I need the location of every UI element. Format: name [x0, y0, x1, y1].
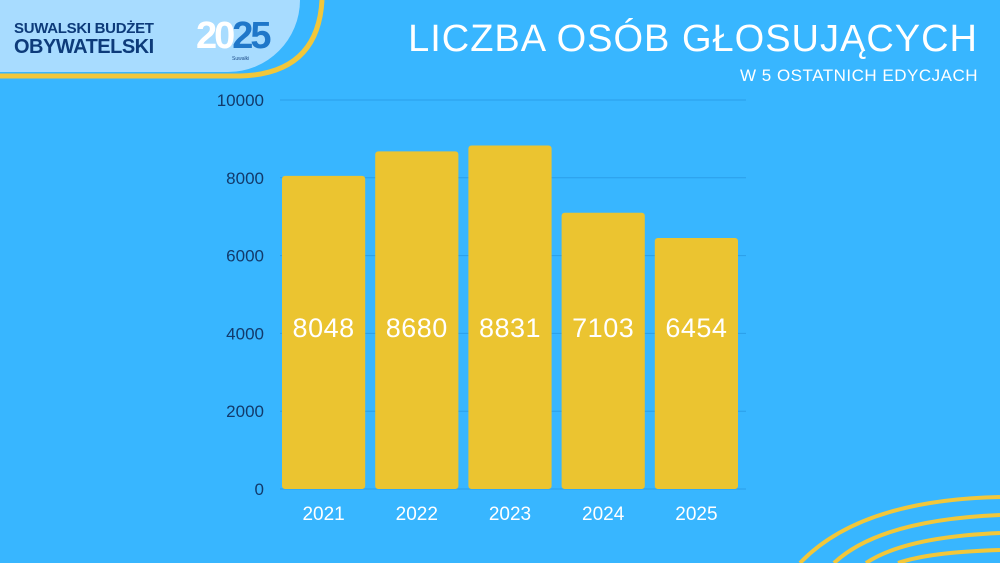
bar-value-label: 8831: [479, 313, 541, 343]
bar: [561, 212, 645, 489]
bar: [468, 145, 552, 489]
y-tick-label: 10000: [217, 91, 264, 110]
bar-value-label: 6454: [665, 313, 727, 343]
bar-value-label: 7103: [572, 313, 634, 343]
y-tick-label: 0: [255, 480, 264, 499]
bar-value-label: 8048: [293, 313, 355, 343]
bar: [375, 151, 459, 489]
y-tick-label: 2000: [226, 402, 264, 421]
x-tick-label: 2022: [396, 504, 438, 525]
y-tick-label: 4000: [226, 324, 264, 343]
y-tick-label: 8000: [226, 169, 264, 188]
x-tick-label: 2025: [675, 504, 717, 525]
chart-subtitle: W 5 OSTATNICH EDYCJACH: [740, 66, 978, 85]
bar: [282, 175, 366, 489]
x-tick-label: 2021: [302, 504, 344, 525]
x-tick-label: 2024: [582, 504, 625, 525]
y-tick-label: 6000: [226, 247, 264, 266]
bar-value-label: 8680: [386, 313, 448, 343]
x-tick-label: 2023: [489, 504, 531, 525]
chart-title: LICZBA OSÓB GŁOSUJĄCYCH: [408, 18, 978, 60]
bar: [654, 237, 738, 489]
